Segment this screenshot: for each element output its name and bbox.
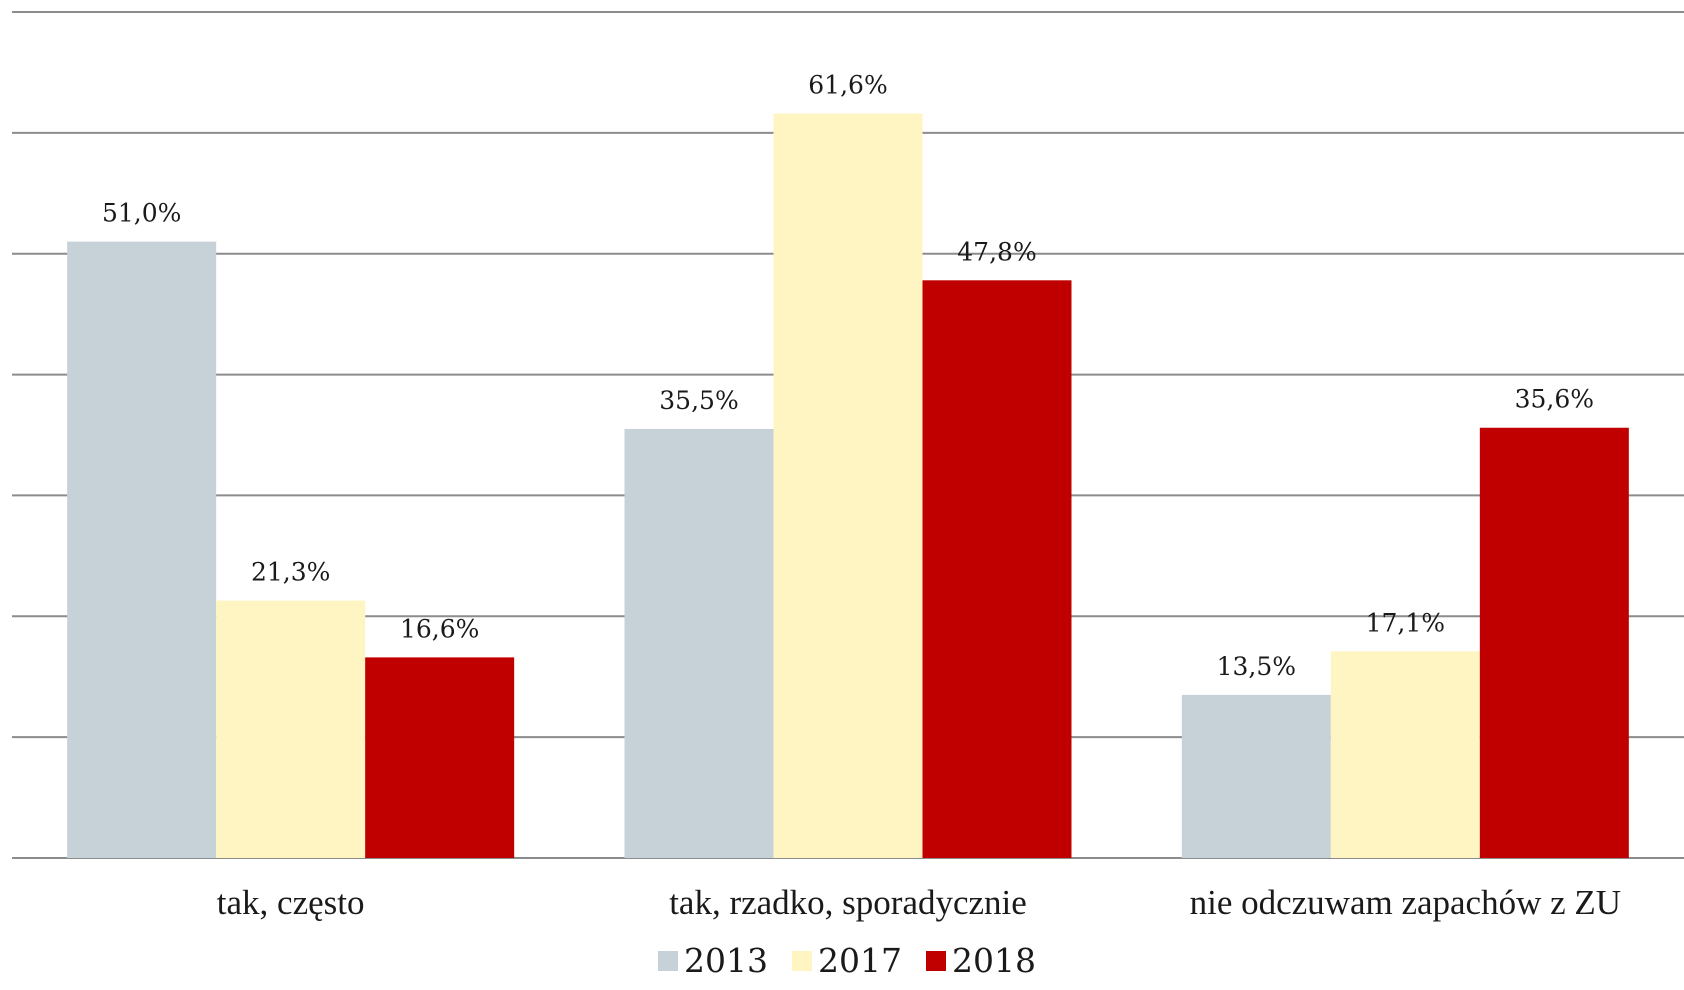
bar-2013-0 xyxy=(67,241,217,859)
legend-label-2017: 2017 xyxy=(818,941,902,980)
legend-label-2013: 2013 xyxy=(684,941,768,980)
bar-2017-1 xyxy=(773,113,923,858)
data-label-2013-0: 51,0% xyxy=(102,199,181,228)
legend: 2013 2017 2018 xyxy=(658,941,1036,980)
legend-swatch-2018 xyxy=(926,951,946,971)
data-label-2018-2: 35,6% xyxy=(1515,385,1594,414)
data-label-2018-1: 47,8% xyxy=(957,237,1036,266)
bar-2017-0 xyxy=(216,600,366,858)
data-label-2013-1: 35,5% xyxy=(659,386,738,415)
data-label-2018-0: 16,6% xyxy=(400,614,479,643)
bar-2018-2 xyxy=(1479,427,1629,858)
category-label: nie odczuwam zapachów z ZU xyxy=(1190,883,1621,922)
data-label-2017-2: 17,1% xyxy=(1366,608,1445,637)
category-label: tak, rzadko, sporadycznie xyxy=(669,883,1027,922)
data-label-2017-1: 61,6% xyxy=(808,71,887,100)
bars xyxy=(67,113,1629,859)
category-labels: tak, często tak, rzadko, sporadycznie nie … xyxy=(217,883,1621,922)
bar-2013-1 xyxy=(624,428,774,858)
legend-swatch-2013 xyxy=(658,951,678,971)
bar-2017-2 xyxy=(1330,651,1480,858)
bar-2018-0 xyxy=(365,657,515,858)
data-label-2017-0: 21,3% xyxy=(251,558,330,587)
bar-2018-1 xyxy=(922,280,1072,858)
legend-label-2018: 2018 xyxy=(952,941,1036,980)
data-label-2013-2: 13,5% xyxy=(1217,652,1296,681)
data-labels: 51,0% 21,3% 16,6% 35,5% 61,6% 47,8% 13,5% 17,1%… xyxy=(102,71,1594,681)
legend-swatch-2017 xyxy=(792,951,812,971)
category-label: tak, często xyxy=(217,883,365,922)
bar-2013-2 xyxy=(1181,694,1331,858)
